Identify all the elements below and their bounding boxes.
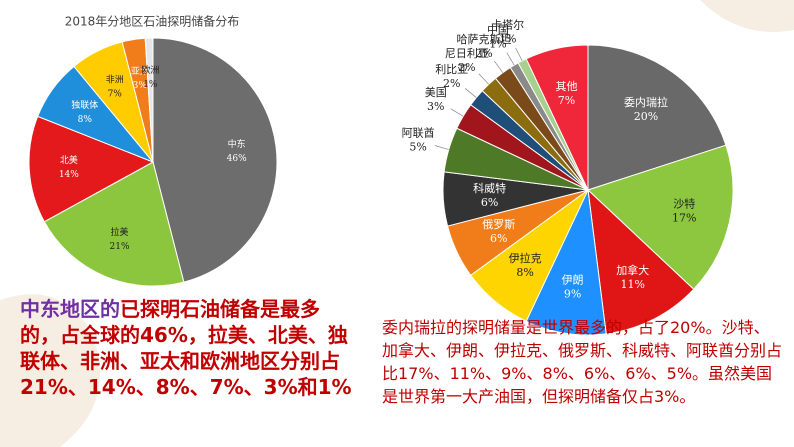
value-label: 1% (499, 32, 516, 45)
slice-label: 欧洲 (141, 64, 159, 76)
value-label: 6% (490, 232, 507, 245)
pie-slice (28, 115, 155, 223)
leader-line (493, 60, 504, 73)
caption-part: 已探明石油储备是最多的，占全球的46%，拉美、北美、独联体、非洲、亚太和欧洲地区… (20, 297, 352, 399)
value-label: 20% (634, 110, 658, 123)
value-label: 17% (672, 212, 696, 225)
decor (700, 0, 794, 32)
value-label: 2% (458, 61, 475, 74)
pie-slice (587, 188, 695, 335)
value-label: 21% (110, 242, 130, 252)
value-label: 46% (227, 154, 247, 164)
value-label: 9% (564, 287, 581, 300)
value-label: 6% (481, 196, 498, 209)
slice-label: 伊朗 (562, 273, 584, 286)
value-label: 7% (108, 89, 123, 99)
caption-part: 中东地区的 (20, 297, 120, 321)
slice-label: 中国 (487, 24, 509, 37)
leader-line (450, 108, 464, 117)
pie-slice (587, 44, 727, 191)
slice-label: 哈萨克斯坦 (457, 32, 512, 46)
leader-line (464, 88, 477, 98)
decor (0, 294, 100, 447)
slice-label: 亚太 (131, 65, 149, 77)
value-label: 3% (427, 100, 444, 113)
value-label: 11% (621, 278, 645, 291)
slice-label: 独联体 (71, 99, 98, 111)
value-label: 8% (78, 115, 93, 125)
slice-label: 美国 (425, 86, 447, 99)
slice-label: 沙特 (673, 197, 695, 211)
slice-label: 加拿大 (616, 263, 649, 277)
value-label: 7% (558, 94, 575, 107)
pie-slice (144, 37, 154, 163)
value-label: 5% (409, 141, 426, 154)
caption: 委内瑞拉的探明储量是世界最多的，占了20%。沙特、加拿大、伊朗、伊拉克、俄罗斯、… (382, 318, 783, 406)
slice-label: 阿联酋 (402, 126, 435, 140)
value-label: 2% (475, 47, 492, 60)
value-label: 3% (133, 81, 148, 91)
slice-label: 其他 (555, 80, 577, 93)
pie-slice (525, 44, 589, 191)
slice-label: 伊拉克 (509, 251, 542, 265)
slice-label: 科威特 (473, 181, 506, 195)
slice-label: 尼日利亚 (445, 47, 489, 60)
pie-slice (525, 188, 607, 336)
value-label: 14% (59, 170, 79, 180)
chart-title: 2018年分地区石油探明储备分布 (65, 14, 240, 29)
pie-slice (43, 161, 185, 287)
slice-label: 委内瑞拉 (624, 95, 668, 109)
slice-label: 拉美 (111, 226, 129, 238)
slice-label: 俄罗斯 (482, 218, 515, 231)
value-label: 2% (443, 77, 460, 90)
leader-line (515, 47, 523, 61)
slice-label: 卡塔尔 (491, 18, 524, 31)
leader-line (434, 145, 449, 150)
value-label: 1% (143, 80, 158, 90)
leader-line (506, 52, 515, 66)
pie-slice (152, 37, 278, 283)
slice-label: 北美 (60, 154, 78, 166)
value-label: 1% (489, 38, 506, 51)
pie-slice (587, 144, 734, 290)
slice-label: 非洲 (106, 73, 124, 85)
leader-line (478, 73, 489, 85)
slice-label: 中东 (228, 138, 246, 150)
caption: 中东地区的已探明石油储备是最多的，占全球的46%，拉美、北美、独联体、非洲、亚太… (20, 296, 355, 400)
value-label: 8% (516, 266, 533, 279)
slice-label: 利比亚 (435, 63, 468, 76)
